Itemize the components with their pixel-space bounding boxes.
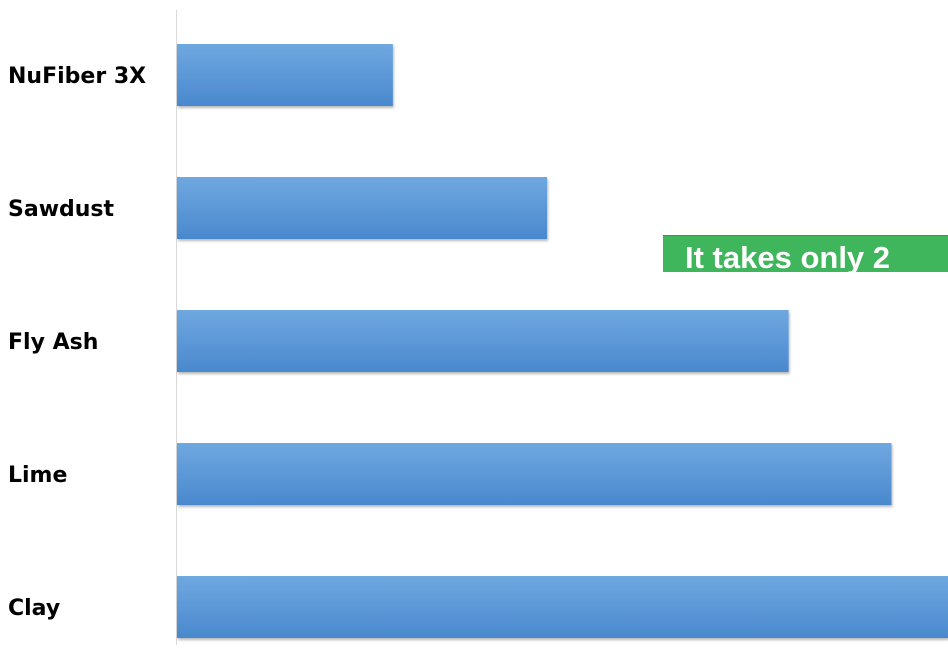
bar-fly-ash xyxy=(177,310,789,372)
category-label: NuFiber 3X xyxy=(8,64,146,89)
bar-clay xyxy=(177,576,948,638)
category-label: Clay xyxy=(8,596,60,621)
bar-nufiber-3x xyxy=(177,44,393,106)
category-labels-group: NuFiber 3X Sawdust Fly Ash Lime Clay xyxy=(8,64,146,621)
category-label: Sawdust xyxy=(8,197,115,222)
callout-box: It takes only 2 to absorb 100 tings. Sav… xyxy=(663,235,948,272)
category-label: Fly Ash xyxy=(8,330,98,355)
bar-sawdust xyxy=(177,177,548,239)
bars-group xyxy=(177,44,948,638)
category-label: Lime xyxy=(8,463,67,488)
bar-lime xyxy=(177,443,892,505)
